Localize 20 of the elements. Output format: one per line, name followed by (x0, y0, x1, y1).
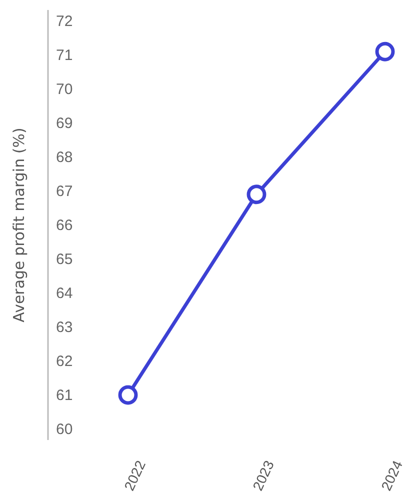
y-tick-label: 71 (56, 46, 73, 64)
y-tick-label: 60 (56, 420, 73, 438)
y-tick-label: 69 (56, 114, 73, 132)
point (375, 42, 395, 62)
y-tick-label: 61 (56, 386, 73, 404)
y-tick-label: 70 (56, 80, 73, 98)
y-tick-label: 64 (56, 284, 73, 302)
y-axis-title: Average profit margin (%) (10, 128, 28, 322)
x-tick-label: 2024 (378, 458, 405, 493)
y-tick-label: 63 (56, 318, 73, 336)
point (246, 184, 266, 204)
y-tick-label: 65 (56, 250, 73, 268)
point (118, 385, 138, 405)
y-tick-label: 62 (56, 352, 73, 370)
y-tick-label: 67 (56, 182, 73, 200)
x-tick-label: 2023 (249, 458, 278, 493)
y-tick-label: 68 (56, 148, 73, 166)
x-tick-label: 2022 (120, 458, 149, 493)
y-tick-label: 72 (56, 12, 73, 30)
y-tick-label: 66 (56, 216, 73, 234)
